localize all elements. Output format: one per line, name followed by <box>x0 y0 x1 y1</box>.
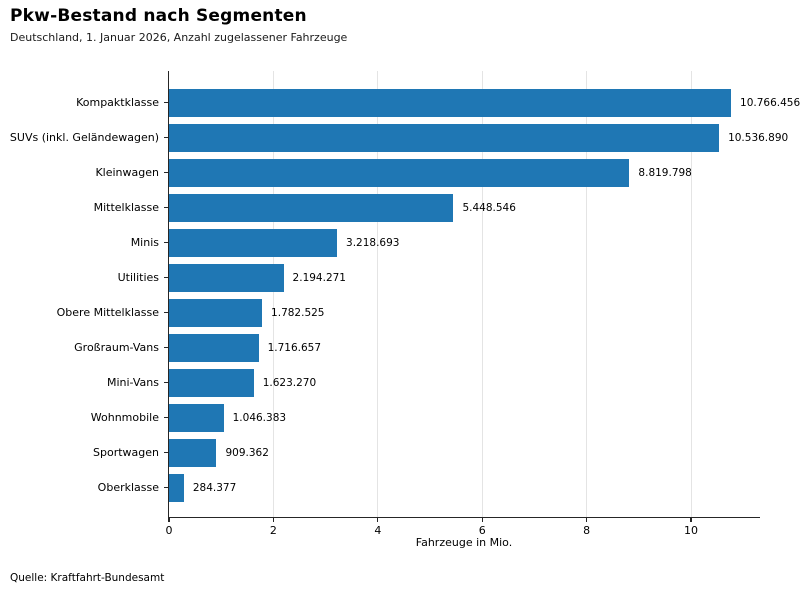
x-tick-label-2: 2 <box>269 524 277 537</box>
gridline-x-8 <box>586 71 588 517</box>
category-label-5: Minis <box>130 235 159 249</box>
y-tick-mark-8 <box>164 346 168 349</box>
y-tick-mark-5 <box>164 241 168 244</box>
category-label-4: Mittelklasse <box>93 200 159 214</box>
category-label-6: Utilities <box>117 270 159 284</box>
bar-8 <box>169 333 259 362</box>
chart-subtitle: Deutschland, 1. Januar 2026, Anzahl zuge… <box>10 31 348 44</box>
value-label-4: 5.448.546 <box>462 201 516 214</box>
category-label-11: Sportwagen <box>93 445 159 459</box>
value-label-9: 1.623.270 <box>262 376 317 389</box>
x-tick-mark-2 <box>272 518 274 522</box>
chart-title: Pkw-Bestand nach Segmenten <box>10 6 307 26</box>
category-label-3: Kleinwagen <box>95 165 159 179</box>
y-tick-mark-6 <box>164 276 168 279</box>
y-tick-mark-4 <box>164 206 168 209</box>
x-tick-label-4: 4 <box>374 524 382 537</box>
value-label-3: 8.819.798 <box>638 166 692 179</box>
category-label-9: Mini-Vans <box>106 375 159 389</box>
value-label-12: 284.377 <box>192 481 237 494</box>
value-label-7: 1.782.525 <box>271 306 325 319</box>
bar-12 <box>169 473 184 502</box>
bar-10 <box>169 403 224 432</box>
x-tick-mark-0 <box>168 518 170 522</box>
x-tick-mark-4 <box>377 518 379 522</box>
x-tick-label-6: 6 <box>478 524 486 537</box>
y-tick-mark-2 <box>164 136 168 139</box>
y-tick-mark-3 <box>164 171 168 174</box>
x-tick-mark-6 <box>481 518 483 522</box>
plot-area: 0 2 4 6 8 10 Kompaktklasse 10.766.456 SUVs (inkl… <box>10 71 800 537</box>
value-label-5: 3.218.693 <box>346 236 400 249</box>
value-label-1: 10.766.456 <box>740 96 800 109</box>
bar-7 <box>169 298 263 327</box>
y-tick-mark-9 <box>164 381 168 384</box>
bar-5 <box>169 228 338 257</box>
category-label-10: Wohnmobile <box>90 410 159 424</box>
value-label-11: 909.362 <box>225 446 269 459</box>
gridline-x-6 <box>481 71 483 517</box>
gridline-x-10 <box>690 71 692 517</box>
category-label-2: SUVs (inkl. Geländewagen) <box>9 130 159 144</box>
x-tick-mark-8 <box>586 518 588 522</box>
bar-2 <box>169 123 720 152</box>
bar-9 <box>169 368 254 397</box>
bar-4 <box>169 193 454 222</box>
y-tick-mark-12 <box>164 486 168 489</box>
value-label-2: 10.536.890 <box>728 131 789 144</box>
value-label-8: 1.716.657 <box>267 341 322 354</box>
gridline-x-2 <box>272 71 274 517</box>
x-tick-label-8: 8 <box>583 524 591 537</box>
x-axis-label: Fahrzeuge in Mio. <box>415 536 513 549</box>
x-tick-label-0: 0 <box>165 524 173 537</box>
category-label-7: Obere Mittelklasse <box>56 305 159 319</box>
category-label-1: Kompaktklasse <box>76 95 159 109</box>
x-tick-mark-10 <box>690 518 692 522</box>
bar-6 <box>169 263 284 292</box>
x-tick-label-10: 10 <box>684 524 699 537</box>
gridline-x-4 <box>377 71 379 517</box>
y-tick-mark-10 <box>164 416 168 419</box>
category-label-8: Großraum-Vans <box>74 340 159 354</box>
y-tick-mark-7 <box>164 311 168 314</box>
value-label-10: 1.046.383 <box>232 411 287 424</box>
y-tick-mark-11 <box>164 451 168 454</box>
value-label-6: 2.194.271 <box>292 271 346 284</box>
bar-11 <box>169 438 217 467</box>
category-label-12: Oberklasse <box>97 480 159 494</box>
source-note: Quelle: Kraftfahrt-Bundesamt <box>10 572 165 584</box>
y-tick-mark-1 <box>164 101 168 104</box>
bar-3 <box>169 158 630 187</box>
bar-1 <box>169 88 732 117</box>
